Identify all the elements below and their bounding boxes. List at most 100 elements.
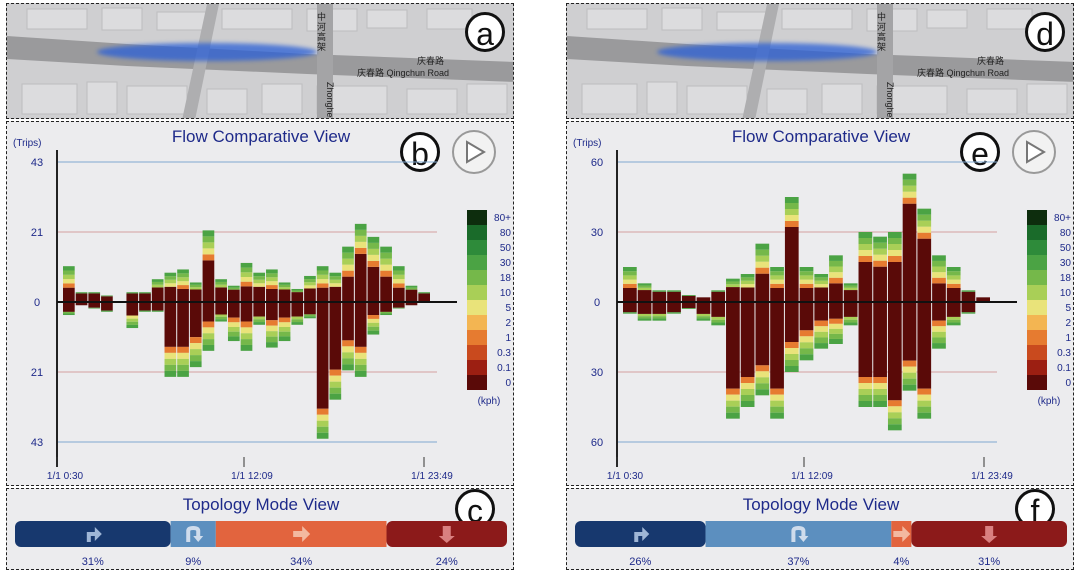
bar-up bbox=[354, 223, 367, 302]
side-road bbox=[182, 4, 219, 118]
bar-up bbox=[740, 274, 755, 302]
bar-down bbox=[405, 302, 418, 306]
y-tick-label: 0 bbox=[594, 297, 600, 309]
bar-down bbox=[829, 302, 843, 344]
bar-up bbox=[101, 295, 113, 302]
bar-up bbox=[304, 275, 316, 302]
topology-mode-view: Topology Mode View c 31% 9% 34% 24% bbox=[6, 488, 514, 570]
map-view[interactable]: 庆春路 Qingchun Road 庆春路 Zhonghe 中河高架 a bbox=[6, 3, 514, 119]
topology-segment[interactable] bbox=[215, 521, 387, 547]
map-block bbox=[966, 88, 1018, 115]
road-label-main: 庆春路 Qingchun Road bbox=[357, 68, 450, 78]
bar-down bbox=[101, 302, 113, 312]
play-button[interactable] bbox=[452, 130, 496, 174]
bar-up bbox=[342, 246, 354, 302]
map-view[interactable]: 庆春路 Qingchun Road 庆春路 Zhonghe 中河高架 d bbox=[566, 3, 1074, 119]
map-block bbox=[646, 81, 678, 115]
speed-legend-label: 80 bbox=[1060, 228, 1072, 239]
bar-up bbox=[814, 274, 829, 302]
bar-down bbox=[316, 302, 329, 439]
speed-legend-label: 5 bbox=[505, 303, 511, 314]
speed-unit: (kph) bbox=[1038, 396, 1061, 407]
flow-comparative-view: Flow Comparative View e (Trips) 60 30 0 30 60 1/… bbox=[566, 121, 1074, 486]
cross-road bbox=[317, 4, 333, 118]
map-block bbox=[926, 9, 968, 29]
map-block bbox=[26, 8, 88, 30]
topology-segment[interactable] bbox=[911, 521, 1067, 547]
map-block bbox=[21, 83, 78, 115]
topology-segment[interactable] bbox=[705, 521, 892, 547]
straight-arrow-icon bbox=[893, 526, 911, 542]
bar-up bbox=[291, 288, 304, 302]
topology-segment[interactable] bbox=[891, 521, 912, 547]
play-icon bbox=[466, 140, 486, 164]
label-a: a bbox=[465, 12, 505, 52]
map-block bbox=[86, 81, 118, 115]
speed-legend-label: 2 bbox=[505, 318, 511, 329]
map-block bbox=[206, 88, 248, 115]
bar-down bbox=[215, 302, 227, 322]
speed-legend-label: 5 bbox=[1065, 303, 1071, 314]
speed-legend-swatch bbox=[467, 210, 487, 225]
bar-up bbox=[253, 272, 266, 302]
bar-down bbox=[932, 302, 946, 349]
bar-down bbox=[291, 302, 304, 325]
y-tick-label: 60 bbox=[591, 157, 603, 169]
bar-up bbox=[88, 292, 101, 302]
map-canvas bbox=[567, 4, 1073, 118]
bar-up bbox=[189, 282, 202, 302]
bar-up bbox=[784, 197, 799, 302]
bar-up bbox=[139, 292, 151, 302]
bar-down bbox=[873, 302, 887, 407]
bar-down bbox=[843, 302, 858, 326]
speed-legend-label: 30 bbox=[500, 258, 512, 269]
bar-up bbox=[637, 283, 652, 302]
bar-up bbox=[696, 297, 711, 302]
bar-down bbox=[177, 302, 189, 377]
play-button[interactable] bbox=[1012, 130, 1056, 174]
map-block bbox=[126, 85, 188, 115]
bar-up bbox=[329, 272, 342, 302]
bar-up bbox=[829, 255, 843, 302]
u-turn-icon bbox=[186, 526, 204, 542]
speed-unit: (kph) bbox=[478, 396, 501, 407]
speed-legend-swatch bbox=[1027, 315, 1047, 330]
flow-title: Flow Comparative View bbox=[731, 127, 911, 146]
bar-down bbox=[917, 302, 932, 419]
x-tick-label: 1/1 12:09 bbox=[231, 471, 273, 482]
bar-down bbox=[151, 302, 164, 312]
topology-segment[interactable] bbox=[575, 521, 706, 547]
y-tick-label: 30 bbox=[591, 227, 603, 239]
bar-down bbox=[164, 302, 177, 377]
topology-segment[interactable] bbox=[386, 521, 507, 547]
y-tick-label: 60 bbox=[591, 437, 603, 449]
topology-segment[interactable] bbox=[170, 521, 216, 547]
label-e: e bbox=[960, 132, 1000, 172]
bar-up bbox=[164, 272, 177, 302]
y-tick-label: 30 bbox=[591, 367, 603, 379]
map-block bbox=[101, 7, 143, 31]
speed-legend-label: 0.1 bbox=[1057, 363, 1071, 374]
y-axis-label: (Trips) bbox=[13, 138, 42, 149]
speed-legend-swatch bbox=[467, 375, 487, 390]
topology-percent: 26% bbox=[629, 556, 651, 568]
bar-down bbox=[755, 302, 770, 396]
map-block bbox=[221, 8, 293, 30]
flow-highlight bbox=[97, 43, 317, 61]
bar-down bbox=[887, 302, 902, 431]
speed-legend-swatch bbox=[1027, 240, 1047, 255]
speed-legend-swatch bbox=[467, 225, 487, 240]
bar-up bbox=[266, 269, 278, 302]
bar-up bbox=[240, 262, 253, 302]
bar-down bbox=[126, 302, 139, 329]
bar-up bbox=[405, 285, 418, 302]
topology-title: Topology Mode View bbox=[182, 495, 340, 514]
map-block bbox=[366, 9, 408, 29]
bar-up bbox=[215, 279, 227, 302]
bar-down bbox=[342, 302, 354, 371]
label-d: d bbox=[1025, 12, 1065, 52]
road-label-main-cn: 庆春路 bbox=[977, 56, 1005, 66]
topology-segment[interactable] bbox=[15, 521, 171, 547]
turn-left-icon bbox=[438, 526, 455, 543]
bar-down bbox=[139, 302, 151, 312]
